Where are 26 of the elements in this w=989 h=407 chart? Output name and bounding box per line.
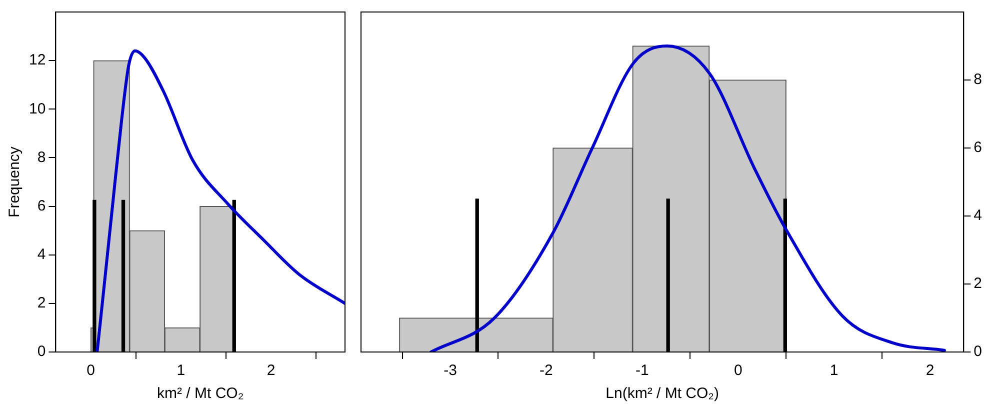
x-tick-label: 2 [926, 362, 934, 380]
x-axis-title: Ln(km² / Mt CO₂) [606, 385, 719, 402]
y-tick-label: 10 [28, 100, 46, 118]
x-tick-label: 1 [176, 362, 186, 380]
y2-tick-label: 0 [974, 343, 982, 360]
x-tick-label: -3 [444, 362, 457, 380]
x-tick-label: 1 [830, 362, 838, 380]
y-tick-label: 12 [28, 52, 46, 69]
y2-tick-label: 8 [974, 71, 982, 88]
y-axis-title: Frequency [6, 146, 24, 218]
x-tick-label: -2 [540, 362, 553, 380]
y-tick-label: 0 [37, 343, 46, 360]
x-tick-label: 2 [266, 362, 276, 380]
y-tick-label: 8 [37, 148, 46, 166]
y-tick-label: 2 [37, 294, 46, 312]
x-axis-title: km² / Mt CO₂ [157, 385, 244, 402]
y2-tick-label: 4 [974, 207, 982, 224]
x-tick-label: -1 [636, 362, 649, 380]
line-series [96, 49, 345, 352]
y2-tick-label: 2 [974, 275, 982, 292]
y-tick-label: 6 [37, 197, 46, 214]
x-tick-label: 0 [734, 362, 742, 380]
y2-tick-label: 6 [974, 139, 982, 156]
line-series [430, 44, 946, 352]
x-tick-label: 0 [86, 362, 96, 380]
y-tick-label: 4 [37, 246, 46, 263]
